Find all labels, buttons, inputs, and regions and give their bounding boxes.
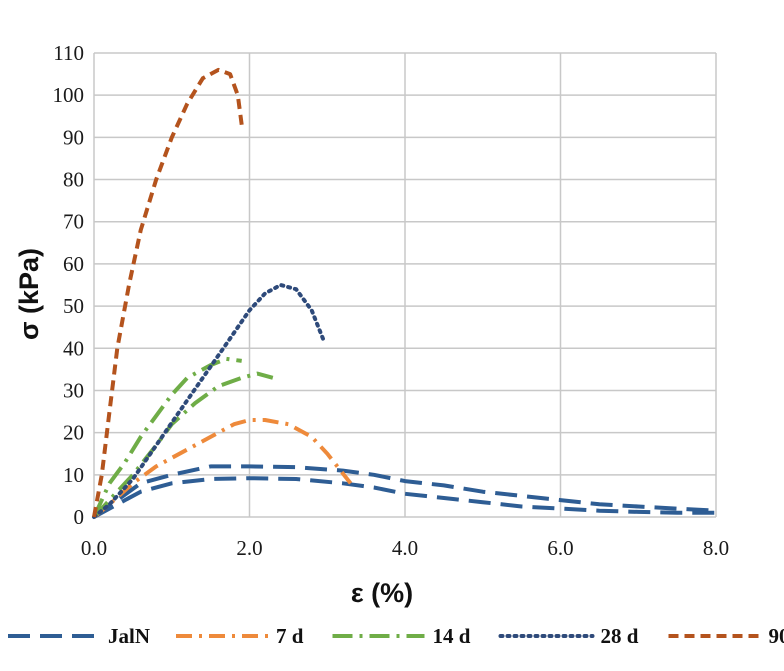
- y-tick-label: 30: [63, 378, 84, 402]
- x-tick-label: 8.0: [703, 536, 729, 560]
- series-jaln: [92, 464, 717, 519]
- y-axis-ticks: 0 10 20 30 40 50 60 70 80 90 100 110: [53, 41, 85, 529]
- gridlines: [93, 52, 717, 518]
- series-90-d: [92, 67, 244, 518]
- y-tick-label: 70: [63, 210, 84, 234]
- legend-label: 28 d: [601, 624, 639, 648]
- series-28-d: [92, 283, 326, 519]
- y-tick-label: 10: [63, 463, 84, 487]
- y-tick-label: 60: [63, 252, 84, 276]
- y-tick-label: 80: [63, 168, 84, 192]
- series-14-d: [92, 356, 274, 519]
- series-line: [92, 283, 326, 519]
- y-tick-label: 0: [74, 505, 85, 529]
- legend-label: 90 d: [769, 624, 784, 648]
- legend-item: JalN: [8, 624, 150, 648]
- x-tick-label: 0.0: [81, 536, 107, 560]
- y-tick-label: 110: [53, 41, 84, 65]
- series-line: [92, 371, 274, 519]
- series-line: [92, 356, 242, 518]
- legend-item: 90 d: [668, 624, 784, 648]
- legend-label: 14 d: [433, 624, 471, 648]
- x-tick-label: 6.0: [547, 536, 573, 560]
- series-line: [92, 418, 353, 519]
- series-lines: [92, 67, 717, 519]
- series-line: [93, 476, 716, 519]
- x-tick-label: 2.0: [236, 536, 262, 560]
- series-7-d: [92, 418, 353, 519]
- legend-item: 14 d: [332, 624, 471, 648]
- y-tick-label: 90: [63, 125, 84, 149]
- y-tick-label: 100: [53, 83, 85, 107]
- legend-label: JalN: [108, 624, 150, 648]
- legend-item: 7 d: [176, 624, 304, 648]
- legend: JalN 7 d 14 d 28 d 90 d: [8, 624, 784, 648]
- x-axis-title: ε (%): [351, 578, 413, 608]
- series-line: [92, 464, 717, 519]
- legend-label: 7 d: [276, 624, 304, 648]
- x-tick-label: 4.0: [392, 536, 418, 560]
- y-tick-label: 20: [63, 421, 84, 445]
- y-axis-title: σ (kPa): [14, 248, 44, 340]
- legend-item: 28 d: [498, 624, 639, 648]
- series-line: [92, 67, 244, 518]
- x-axis-ticks: 0.0 2.0 4.0 6.0 8.0: [81, 536, 729, 560]
- y-tick-label: 40: [63, 336, 84, 360]
- y-tick-label: 50: [63, 294, 84, 318]
